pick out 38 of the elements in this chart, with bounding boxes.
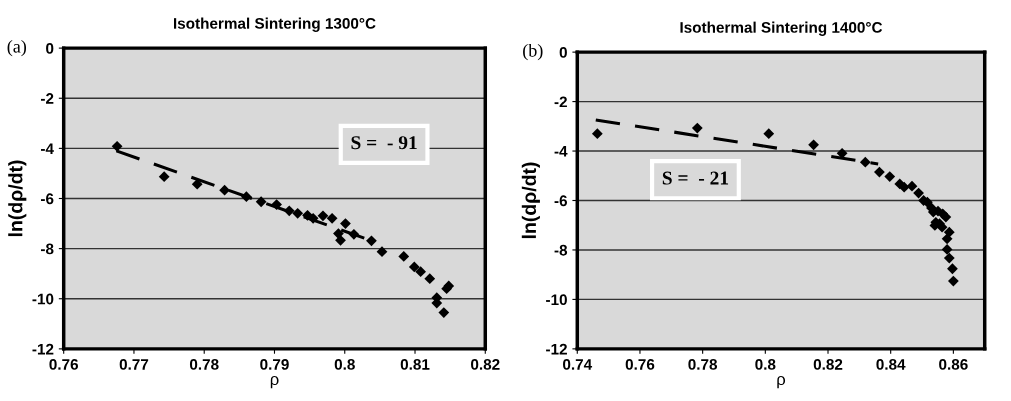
x-axis-title: ρ [270,375,279,389]
y-tick-label: -6 [554,195,568,207]
x-tick-label: 0.82 [471,359,500,370]
text: (b) [523,43,543,61]
y-tick-label: -4 [554,146,568,157]
y-tick-label: -2 [40,93,54,104]
x-tick-label: 0.78 [189,359,219,370]
x-tick-label: 0.8 [755,359,776,370]
x-tick-label: 0.84 [876,359,906,370]
x-tick-label: 0.82 [813,359,843,370]
x-tick-label: 0.78 [688,359,718,370]
y-tick-label: -8 [40,243,54,255]
annotation: S = - 21 [662,171,729,185]
x-axis-title: ρ [777,375,786,389]
x-tick-label: 0.77 [119,359,149,370]
chart-title: Isothermal Sintering 1400°C [680,21,883,36]
y-tick-label: -4 [40,143,54,154]
y-tick-label: -12 [546,343,567,355]
y-tick-label: -12 [32,343,54,355]
y-tick-label: -2 [554,96,567,108]
y-tick-label: 0 [559,47,567,58]
y-tick-label: -6 [40,193,54,205]
x-tick-label: 0.79 [260,359,289,370]
y-tick-label: 0 [46,42,54,54]
x-tick-label: 0.81 [400,359,430,370]
y-tick-label: -8 [554,244,568,256]
x-tick-label: 0.74 [563,359,593,370]
x-tick-label: 0.8 [334,359,355,370]
y-axis-title: ln(dρ/dt) [8,160,27,237]
y-tick-label: -10 [546,294,567,306]
x-tick-label: 0.86 [939,359,968,370]
x-tick-label: 0.76 [49,359,79,370]
y-tick-label: -10 [32,293,54,305]
chart-title: Isothermal Sintering 1300°C [173,17,376,32]
text: (a) [7,39,27,57]
x-tick-label: 0.76 [625,359,655,370]
annotation: S = - 91 [351,136,417,150]
y-axis-title: ln(dρ/dt) [521,162,540,239]
